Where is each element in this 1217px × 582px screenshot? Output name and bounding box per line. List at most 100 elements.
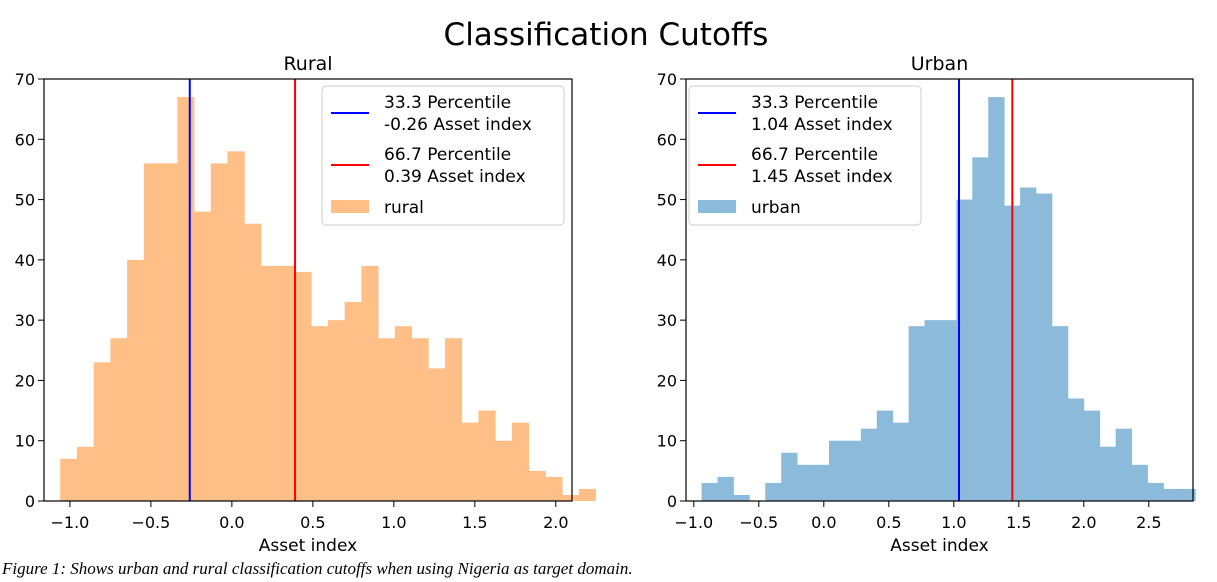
legend-label: 33.3 Percentile [384,93,511,113]
histogram-bar [1179,488,1196,501]
histogram-bar [892,422,910,501]
histogram-bar [829,440,846,501]
histogram-bar [562,494,580,501]
histogram-bar [311,326,329,501]
histogram-bar [76,446,95,501]
y-tick-label: 50 [657,191,677,210]
legend-label: 66.7 Percentile [384,145,511,165]
histogram-bar [528,470,546,501]
histogram-bar [394,326,412,501]
histogram-bar [578,488,596,501]
figure-suptitle: Classification Cutoffs [444,17,769,53]
histogram-bar [160,163,178,501]
subplot-title: Urban [911,53,968,75]
legend-swatch-histogram [331,200,369,213]
histogram-bar [478,410,496,501]
x-tick-label: 2.5 [1136,513,1161,532]
x-tick-label: 0.5 [876,513,901,532]
histogram-bar [294,271,312,501]
x-tick-label: −1.0 [50,513,89,532]
histogram-bar [1099,446,1117,501]
x-tick-label: 1.0 [941,513,966,532]
histogram-bar [717,476,734,501]
y-tick-label: 30 [15,311,35,330]
x-tick-label: −0.5 [739,513,778,532]
histogram-bar [60,458,78,501]
histogram-bar [110,338,128,501]
legend-label: 33.3 Percentile [751,93,878,113]
histogram-bar [411,338,429,501]
y-tick-label: 0 [25,492,35,511]
histogram-bar [1067,398,1085,501]
histogram-bar [1147,482,1164,501]
figure-caption: Figure 1: Shows urban and rural classifi… [2,559,633,578]
x-tick-label: −0.5 [131,513,170,532]
y-tick-label: 20 [657,371,677,390]
x-tick-label: 0.5 [300,513,325,532]
y-tick-label: 10 [15,432,35,451]
histogram-bar [844,440,862,501]
histogram-bar [277,265,295,501]
histogram-bar [813,464,830,501]
y-tick-label: 60 [15,130,35,149]
legend-label: urban [751,198,801,218]
histogram-bar [227,151,245,501]
histogram-bar [495,440,513,501]
x-tick-label: 2.0 [543,513,568,532]
x-tick-label: −1.0 [674,513,713,532]
x-tick-label: 0.0 [219,513,244,532]
histogram-bar [378,338,396,501]
histogram-bar [1115,428,1132,501]
histogram-bar [1083,410,1101,501]
legend-box [688,85,922,226]
x-tick-label: 2.0 [1071,513,1096,532]
histogram-bar [344,302,362,501]
x-tick-label: 1.0 [381,513,406,532]
histogram-bar [781,452,798,501]
histogram-bar [1020,187,1037,501]
y-tick-label: 70 [657,70,677,89]
histogram-bar [908,326,925,501]
histogram-bar [445,338,463,501]
histogram-bar [327,320,346,501]
x-axis-label: Asset index [259,536,357,556]
legend-swatch-histogram [698,200,736,213]
x-axis-label: Asset index [890,536,988,556]
y-tick-label: 40 [15,251,35,270]
histogram-bar [876,410,894,501]
histogram-bar [511,422,530,501]
y-tick-label: 20 [15,371,35,390]
histogram-bar [940,320,957,501]
legend-label: 1.04 Asset index [751,115,893,135]
histogram-bar [260,265,279,501]
x-tick-label: 1.5 [462,513,487,532]
histogram-bar [1131,464,1148,501]
rural-histogram-panel: −1.0 −0.5 0.0 0.5 1.0 1.5 2.0 0 10 20 30 40 50 60 70 Ru… [15,53,596,556]
histogram-bar [428,368,446,501]
legend-label: 66.7 Percentile [751,145,878,165]
legend-label: 1.45 Asset index [751,167,893,187]
histogram-bar [1036,193,1053,502]
legend-label: -0.26 Asset index [384,115,532,135]
histogram-bar [701,482,718,501]
plot-frame [43,78,573,502]
histogram-bar [924,320,941,501]
histogram-bar [988,97,1005,501]
urban-histogram-panel: −1.0 −0.5 0.0 0.5 1.0 1.5 2.0 2.5 0 10 20 30 40 50 60 7… [657,53,1196,556]
histogram-bar [127,259,145,501]
legend-label: 0.39 Asset index [384,167,526,187]
histogram-bar [361,265,379,501]
histogram-bar [797,464,814,501]
histogram-bar [210,163,228,501]
y-tick-label: 60 [657,130,677,149]
y-tick-label: 30 [657,311,677,330]
x-tick-label: 1.5 [1006,513,1031,532]
histogram-bar [93,362,111,501]
histogram-bar [956,199,973,501]
histogram-bar [461,422,479,501]
histogram-bar [1051,326,1069,501]
plot-frame [685,78,1194,502]
legend-label: rural [384,198,424,218]
legend-box [321,85,565,226]
subplot-title: Rural [283,53,332,75]
